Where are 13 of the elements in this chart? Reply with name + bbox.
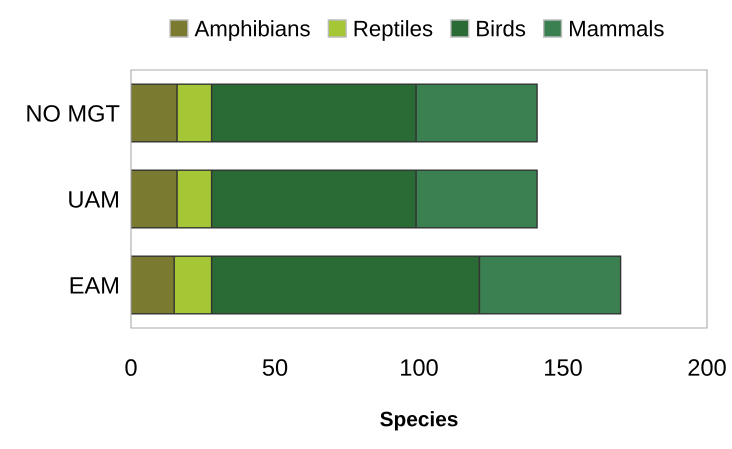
x-tick-label: 100 (401, 359, 438, 376)
y-tick-label: EAM (70, 277, 118, 294)
legend-label: Birds (477, 20, 526, 36)
legend-label: Reptiles (354, 20, 432, 41)
y-tick-label: NO MGT (27, 105, 120, 122)
x-tick-label: 50 (262, 359, 288, 376)
x-tick-label: 0 (125, 359, 137, 376)
y-tick-label: UAM (69, 191, 118, 208)
x-axis-title: Species (380, 411, 458, 431)
x-tick-label: 150 (545, 359, 582, 376)
legend-label: Mammals (570, 20, 664, 36)
legend-label: Amphibians (194, 20, 310, 41)
x-tick-label: 200 (688, 359, 726, 376)
